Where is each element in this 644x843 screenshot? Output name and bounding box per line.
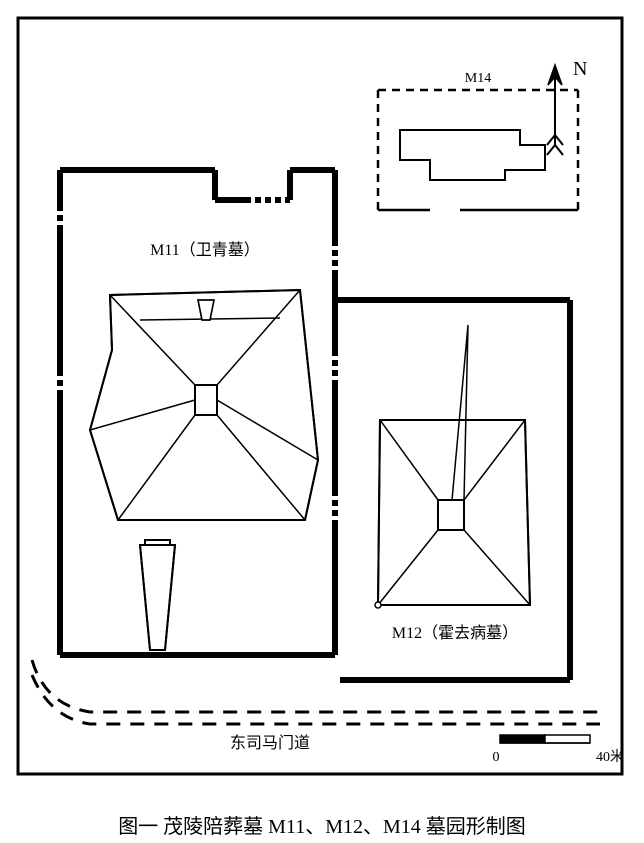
m11-label: M11（卫青墓） xyxy=(150,241,260,259)
diagram-svg: N 东司马门道 0 40米 M14 M11（卫青墓） M12（霍去病墓） xyxy=(0,0,644,780)
diagram-shape xyxy=(545,735,590,743)
scale-end: 40米 xyxy=(596,749,624,765)
north-label: N xyxy=(573,58,587,80)
diagram-shape xyxy=(375,602,381,608)
diagram-shape xyxy=(547,135,555,145)
figure-caption: 图一 茂陵陪葬墓 M11、M12、M14 墓园形制图 xyxy=(0,810,644,839)
diagram-shape xyxy=(500,735,545,743)
diagram-shape xyxy=(32,660,600,712)
diagram-shape xyxy=(555,145,563,155)
scale-zero: 0 xyxy=(493,750,500,765)
diagram-shape xyxy=(195,385,217,415)
diagram-shape xyxy=(438,500,464,530)
diagram-shape xyxy=(400,130,545,180)
m14-label: M14 xyxy=(465,71,491,86)
diagram-shape xyxy=(547,145,555,155)
m12-label: M12（霍去病墓） xyxy=(392,624,518,642)
figure-container: N 东司马门道 0 40米 M14 M11（卫青墓） M12（霍去病墓） 图一 茂陵陪葬墓 … xyxy=(0,0,644,843)
road-label: 东司马门道 xyxy=(230,734,310,752)
diagram-shape xyxy=(555,135,563,145)
